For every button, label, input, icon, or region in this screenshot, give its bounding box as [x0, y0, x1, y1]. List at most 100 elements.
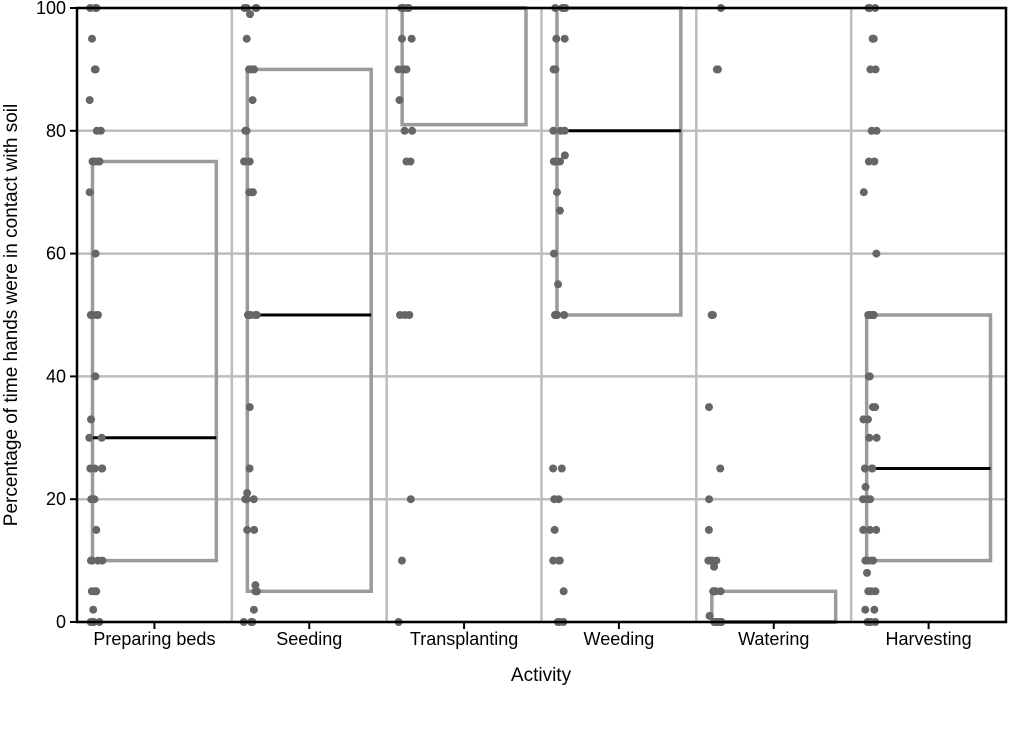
data-point — [251, 311, 260, 319]
plot-frame — [75, 6, 1008, 624]
data-point — [709, 587, 718, 596]
data-point — [704, 403, 713, 412]
data-point — [91, 372, 100, 381]
data-point — [865, 433, 874, 442]
data-point — [861, 605, 870, 614]
data-point — [90, 495, 99, 504]
data-point — [90, 464, 99, 473]
box-4 — [710, 589, 838, 624]
data-point — [549, 157, 558, 166]
data-point — [395, 311, 404, 319]
x-tick-label: Transplanting — [410, 629, 518, 649]
data-point — [552, 188, 561, 197]
data-point — [395, 96, 404, 105]
data-point — [552, 34, 561, 43]
data-point — [85, 96, 94, 105]
data-point — [869, 556, 878, 565]
data-point — [560, 126, 569, 135]
data-point — [92, 126, 101, 135]
y-tick-label: 40 — [46, 366, 66, 386]
data-point — [560, 34, 569, 43]
data-point — [549, 556, 558, 565]
data-point — [867, 126, 876, 135]
data-point — [549, 126, 558, 135]
point-layer — [85, 4, 881, 626]
data-point — [550, 525, 559, 534]
data-point — [250, 65, 259, 74]
data-point — [549, 249, 558, 258]
data-point — [86, 556, 95, 565]
data-point — [868, 403, 877, 412]
data-point — [863, 568, 872, 577]
data-point — [863, 415, 872, 424]
y-tick-label: 0 — [56, 612, 66, 632]
data-point — [559, 587, 568, 596]
data-point — [87, 34, 96, 43]
data-point — [246, 10, 255, 19]
box-1 — [245, 67, 373, 594]
data-point — [872, 433, 881, 442]
data-point — [245, 464, 254, 473]
data-point — [712, 556, 721, 565]
data-point — [869, 34, 878, 43]
data-point — [91, 249, 100, 258]
x-tick-label: Watering — [738, 629, 809, 649]
data-point — [400, 65, 409, 74]
data-point — [710, 562, 719, 571]
data-point — [870, 605, 879, 614]
data-point — [85, 188, 94, 197]
data-point — [248, 96, 257, 105]
x-axis-title: Activity — [511, 665, 572, 686]
data-point — [250, 525, 259, 534]
data-point — [400, 126, 409, 135]
data-point — [245, 311, 254, 319]
data-point — [869, 311, 878, 319]
data-point — [240, 157, 249, 166]
data-point — [406, 495, 415, 504]
data-point — [248, 188, 257, 197]
data-point — [243, 525, 252, 534]
data-point — [92, 311, 101, 319]
data-point — [859, 525, 868, 534]
x-tick-label: Weeding — [584, 629, 655, 649]
data-point — [554, 556, 563, 565]
data-point — [554, 280, 563, 289]
data-point — [251, 587, 260, 596]
data-point — [92, 587, 101, 596]
data-point — [862, 556, 871, 565]
data-point — [859, 188, 868, 197]
data-point — [872, 525, 881, 534]
box-0 — [90, 159, 219, 563]
data-point — [397, 34, 406, 43]
data-point — [97, 433, 106, 442]
data-point — [705, 611, 714, 620]
data-point — [861, 464, 870, 473]
data-point — [85, 433, 94, 442]
y-axis-title: Percentage of time hands were in contact… — [1, 104, 22, 526]
data-point — [242, 34, 251, 43]
data-point — [555, 206, 564, 215]
data-point — [402, 157, 411, 166]
x-tick-label: Seeding — [276, 629, 342, 649]
data-point — [704, 525, 713, 534]
data-point — [89, 605, 98, 614]
box-2 — [400, 6, 528, 127]
x-tick-label: Preparing beds — [93, 629, 215, 649]
data-point — [712, 65, 721, 74]
data-point — [551, 311, 560, 319]
x-tick-label: Harvesting — [886, 629, 972, 649]
data-point — [864, 372, 873, 381]
data-point — [864, 587, 873, 596]
data-point — [92, 525, 101, 534]
data-point — [93, 157, 102, 166]
data-point — [249, 605, 258, 614]
y-tick-label: 100 — [36, 0, 66, 18]
data-point — [708, 311, 717, 319]
box-3 — [555, 6, 683, 317]
data-point — [866, 65, 875, 74]
data-point — [86, 311, 95, 319]
data-point — [859, 495, 868, 504]
data-point — [704, 556, 713, 565]
data-point — [87, 415, 96, 424]
